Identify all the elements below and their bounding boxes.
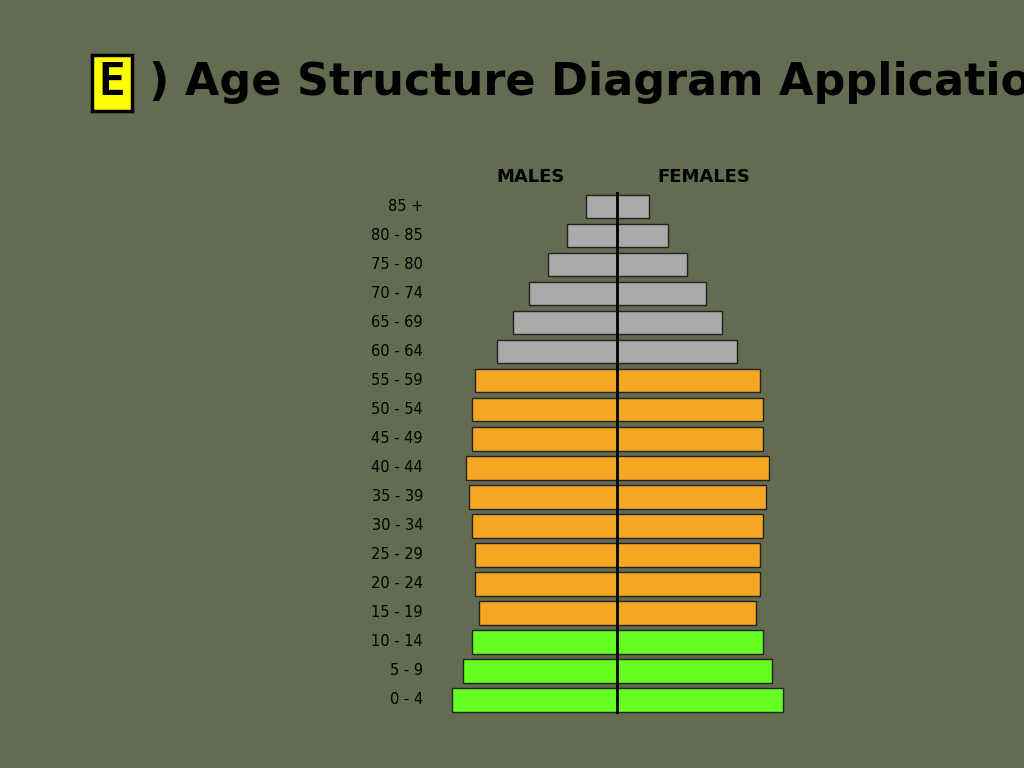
Text: 0 - 4: 0 - 4	[390, 692, 423, 707]
Bar	[617, 194, 649, 218]
Bar	[617, 282, 706, 306]
Text: 55 - 59: 55 - 59	[372, 373, 423, 388]
Text: 50 - 54: 50 - 54	[372, 402, 423, 417]
Bar	[529, 282, 617, 306]
Bar	[548, 253, 617, 276]
Text: 80 - 85: 80 - 85	[372, 228, 423, 243]
Bar	[472, 427, 617, 451]
Text: 75 - 80: 75 - 80	[371, 257, 423, 272]
Bar	[617, 311, 722, 334]
Text: 65 - 69: 65 - 69	[372, 315, 423, 330]
Text: 45 - 49: 45 - 49	[372, 431, 423, 446]
Bar	[469, 485, 617, 508]
Bar	[472, 398, 617, 422]
Bar	[513, 311, 617, 334]
Bar	[617, 223, 668, 247]
Bar	[617, 543, 760, 567]
Bar	[617, 659, 772, 683]
Bar	[472, 514, 617, 538]
Text: 30 - 34: 30 - 34	[372, 518, 423, 533]
Bar	[617, 398, 763, 422]
Bar	[617, 601, 757, 624]
Bar	[617, 253, 687, 276]
Bar	[617, 630, 763, 654]
Bar	[617, 572, 760, 595]
Bar	[586, 194, 617, 218]
Bar	[498, 339, 617, 363]
Text: E: E	[98, 61, 125, 104]
Bar	[617, 455, 769, 479]
Bar	[466, 455, 617, 479]
Text: FEMALES: FEMALES	[657, 168, 751, 186]
Text: MALES: MALES	[497, 168, 565, 186]
Bar	[617, 485, 766, 508]
Bar	[567, 223, 617, 247]
Text: 60 - 64: 60 - 64	[372, 344, 423, 359]
Bar	[617, 339, 737, 363]
Text: 85 +: 85 +	[388, 199, 423, 214]
Bar	[475, 543, 617, 567]
Bar	[478, 601, 617, 624]
Bar	[617, 427, 763, 451]
Text: 15 - 19: 15 - 19	[372, 605, 423, 621]
Text: ) Age Structure Diagram Applications: ) Age Structure Diagram Applications	[150, 61, 1024, 104]
Bar	[475, 369, 617, 392]
Bar	[617, 369, 760, 392]
Bar	[617, 688, 783, 712]
Text: 10 - 14: 10 - 14	[372, 634, 423, 649]
Bar	[463, 659, 617, 683]
Bar	[475, 572, 617, 595]
Text: 70 - 74: 70 - 74	[371, 286, 423, 301]
Text: 20 - 24: 20 - 24	[371, 576, 423, 591]
Text: 25 - 29: 25 - 29	[371, 547, 423, 562]
Text: 35 - 39: 35 - 39	[372, 489, 423, 504]
Bar	[472, 630, 617, 654]
Bar	[617, 514, 763, 538]
Bar	[452, 688, 617, 712]
Text: 40 - 44: 40 - 44	[372, 460, 423, 475]
Text: 5 - 9: 5 - 9	[390, 664, 423, 678]
